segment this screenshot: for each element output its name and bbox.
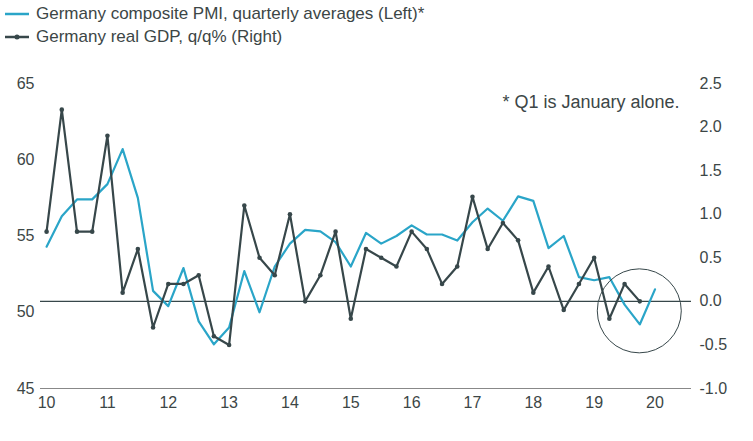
svg-text:55: 55 [17,227,35,244]
svg-text:* Q1 is January alone.: * Q1 is January alone. [502,92,679,112]
svg-text:20: 20 [646,394,664,411]
svg-text:15: 15 [342,394,360,411]
svg-text:60: 60 [17,151,35,168]
svg-text:0.0: 0.0 [700,292,722,309]
svg-text:13: 13 [220,394,238,411]
html-text:Germany real GDP, q/q% (Right): Germany real GDP, q/q% (Right) [36,26,283,46]
svg-text:65: 65 [17,75,35,92]
svg-text:50: 50 [17,303,35,320]
svg-text:0.5: 0.5 [700,249,722,266]
svg-text:10: 10 [38,394,56,411]
svg-text:-1.0: -1.0 [700,380,728,397]
svg-text:2.0: 2.0 [700,118,722,135]
svg-text:17: 17 [464,394,482,411]
svg-text:16: 16 [403,394,421,411]
svg-text:12: 12 [159,394,177,411]
svg-text:11: 11 [99,394,116,411]
svg-text:18: 18 [524,394,542,411]
svg-text:2.5: 2.5 [700,75,722,92]
svg-text:-0.5: -0.5 [700,336,728,353]
svg-text:14: 14 [281,394,299,411]
html-text:Germany composite PMI, quarter: Germany composite PMI, quarterly average… [36,3,425,23]
svg-text:1.0: 1.0 [700,205,722,222]
svg-text:1.5: 1.5 [700,162,722,179]
svg-text:45: 45 [17,380,35,397]
svg-text:19: 19 [585,394,603,411]
